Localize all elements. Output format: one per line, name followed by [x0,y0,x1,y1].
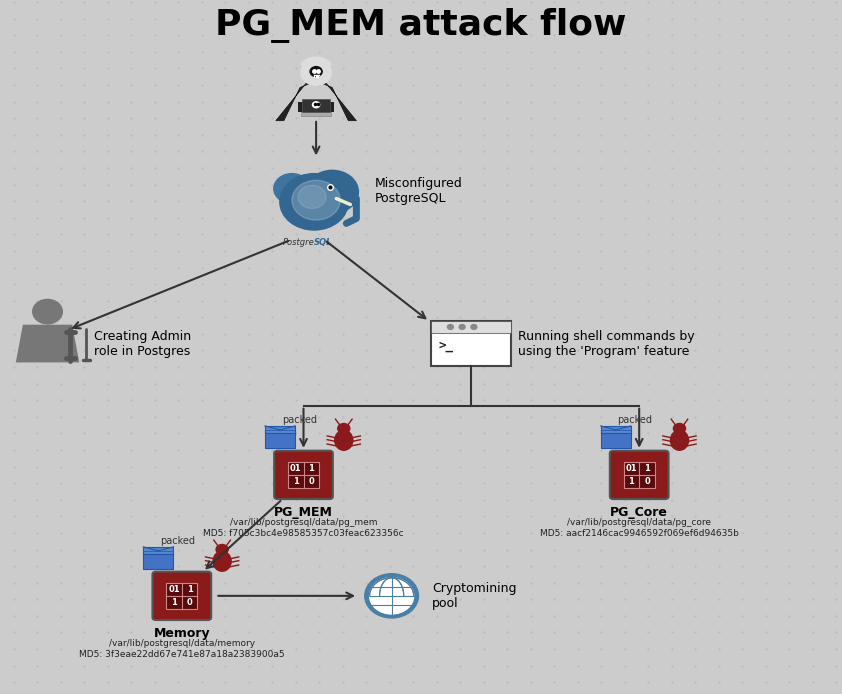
Circle shape [370,577,413,614]
Text: SQL: SQL [314,238,333,247]
Text: 1: 1 [644,464,650,473]
FancyBboxPatch shape [301,112,331,116]
Text: MD5: aacf2146cac9946592f069ef6d94635b: MD5: aacf2146cac9946592f069ef6d94635b [540,530,738,539]
FancyBboxPatch shape [265,430,295,448]
Text: 0: 0 [187,598,193,607]
Text: PG_Core: PG_Core [610,506,669,519]
Circle shape [274,174,310,203]
Circle shape [447,325,453,330]
Circle shape [304,62,328,83]
FancyBboxPatch shape [265,426,295,433]
Text: packed: packed [160,536,195,546]
Polygon shape [16,325,79,362]
Text: 01: 01 [290,464,301,473]
FancyBboxPatch shape [152,572,211,620]
Text: /var/lib/postgresql/data/pg_mem: /var/lib/postgresql/data/pg_mem [230,518,377,527]
Circle shape [471,325,477,330]
FancyBboxPatch shape [298,102,334,112]
FancyBboxPatch shape [431,321,511,366]
FancyBboxPatch shape [143,551,173,568]
FancyBboxPatch shape [600,430,631,448]
FancyBboxPatch shape [302,99,330,112]
Text: packed: packed [282,415,317,425]
Text: Cryptomining
pool: Cryptomining pool [432,582,516,610]
Circle shape [280,174,349,230]
Circle shape [33,299,62,324]
Text: /var/lib/postgresql/data/memory: /var/lib/postgresql/data/memory [109,639,255,648]
Text: 1: 1 [293,477,299,486]
FancyBboxPatch shape [600,426,631,433]
Text: Postgre: Postgre [282,238,314,247]
FancyBboxPatch shape [143,547,173,554]
Ellipse shape [335,430,353,450]
Text: /var/lib/postgresql/data/pg_core: /var/lib/postgresql/data/pg_core [568,518,711,527]
Text: MD5: 3f3eae22dd67e741e87a18a2383900a5: MD5: 3f3eae22dd67e741e87a18a2383900a5 [79,650,285,659]
Text: 01: 01 [626,464,637,473]
FancyBboxPatch shape [624,462,655,488]
Circle shape [312,102,320,108]
Text: 1: 1 [308,464,314,473]
Circle shape [674,423,685,434]
Circle shape [338,423,349,434]
FancyBboxPatch shape [166,583,197,609]
Text: >_: >_ [438,339,453,352]
FancyBboxPatch shape [274,450,333,499]
Text: 1: 1 [187,585,193,594]
Ellipse shape [670,430,689,450]
Text: 0: 0 [644,477,650,486]
Circle shape [310,67,322,76]
Ellipse shape [213,551,232,571]
Text: 1: 1 [171,598,177,607]
Text: Running shell commands by
using the 'Program' feature: Running shell commands by using the 'Pro… [518,330,694,357]
Text: 0: 0 [308,477,314,486]
Text: PG_MEM: PG_MEM [274,506,333,519]
Text: MD5: f705c3bc4e98585357c03feac623356c: MD5: f705c3bc4e98585357c03feac623356c [203,530,404,539]
Text: Misconfigured
PostgreSQL: Misconfigured PostgreSQL [375,178,462,205]
Text: Memory: Memory [153,627,210,640]
FancyBboxPatch shape [431,321,511,333]
Circle shape [301,60,332,85]
Circle shape [298,185,326,208]
Text: PG_MEM attack flow: PG_MEM attack flow [216,8,626,43]
Circle shape [365,574,418,618]
FancyBboxPatch shape [610,450,669,499]
Polygon shape [276,71,356,121]
Text: packed: packed [617,415,653,425]
FancyBboxPatch shape [288,462,319,488]
Circle shape [292,180,340,220]
Text: Creating Admin
role in Postgres: Creating Admin role in Postgres [93,330,191,357]
Circle shape [216,545,228,555]
Circle shape [459,325,465,330]
Circle shape [306,170,359,214]
Text: 01: 01 [168,585,180,594]
Text: 1: 1 [628,477,634,486]
